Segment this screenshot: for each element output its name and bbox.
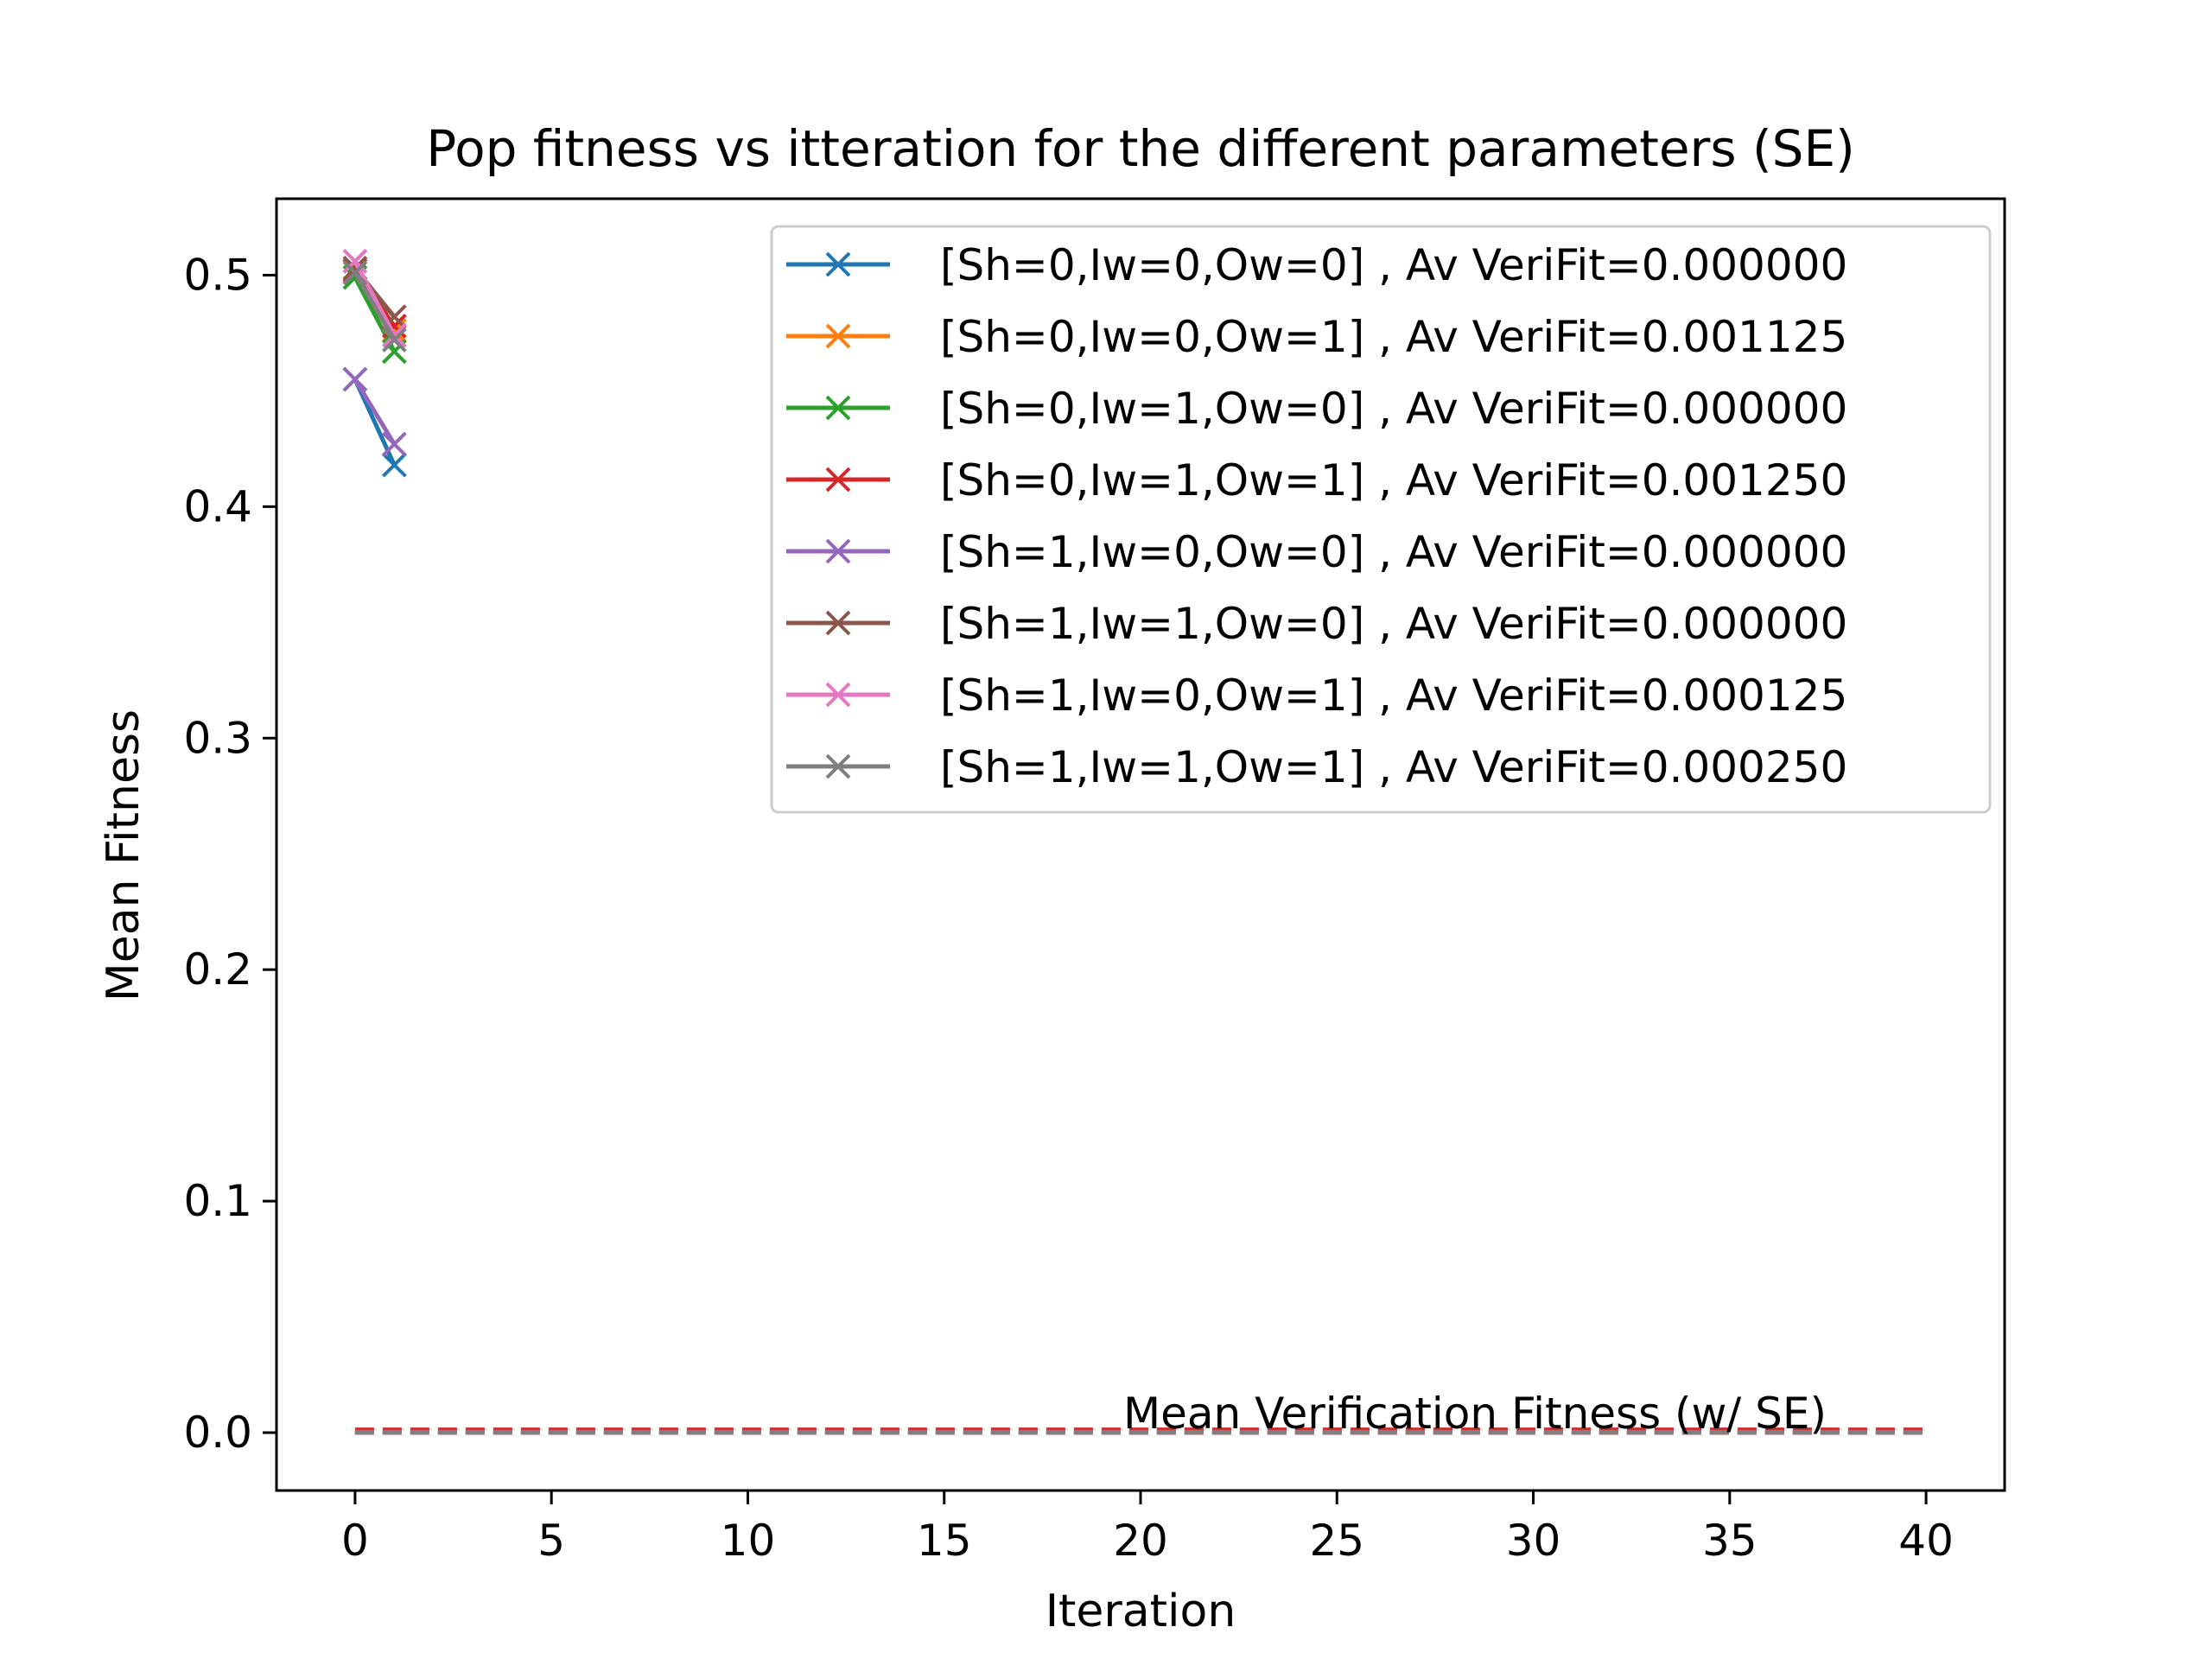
legend-entry-7: [Sh=1,Iw=0,Ow=1] , Av VeriFit=0.000125 (786, 671, 1847, 721)
chart-title: Pop fitness vs itteration for the differ… (426, 119, 1855, 178)
series-8-point-1-stroke-b (342, 260, 368, 286)
legend-label: [Sh=1,Iw=0,Ow=0] , Av VeriFit=0.000000 (940, 527, 1847, 577)
legend: [Sh=0,Iw=0,Ow=0] , Av VeriFit=0.000000 [S… (770, 225, 1992, 814)
y-tick-label: 0.0 (183, 1408, 252, 1458)
y-tick-label: 0.3 (183, 713, 252, 763)
legend-swatch-marker-stroke-b (825, 753, 851, 779)
legend-entry-4: [Sh=0,Iw=1,Ow=1] , Av VeriFit=0.001250 (786, 455, 1847, 505)
legend-label: [Sh=0,Iw=1,Ow=1] , Av VeriFit=0.001250 (940, 455, 1847, 505)
legend-swatch-marker (825, 610, 851, 636)
series-7-point-1-stroke-b (342, 248, 368, 274)
legend-swatch-marker-stroke-b (825, 467, 851, 493)
legend-label: [Sh=0,Iw=0,Ow=1] , Av VeriFit=0.001125 (940, 312, 1847, 362)
legend-swatch-marker-stroke-b (825, 323, 851, 349)
x-tick-label: 5 (537, 1516, 565, 1566)
x-tick-label: 40 (1898, 1516, 1954, 1566)
legend-label: [Sh=1,Iw=0,Ow=1] , Av VeriFit=0.000125 (940, 671, 1847, 721)
y-axis-ticks: 0.0 0.1 0.2 0.3 0.4 0.5 (183, 250, 276, 1458)
series-8-line (353, 271, 397, 341)
x-tick-label: 10 (721, 1516, 776, 1566)
series-5 (342, 366, 407, 457)
y-tick-label: 0.1 (183, 1176, 252, 1226)
legend-label: [Sh=1,Iw=1,Ow=0] , Av VeriFit=0.000000 (940, 599, 1847, 649)
series-6-point-1-stroke-b (342, 255, 368, 281)
legend-swatch-marker-stroke-b (825, 538, 851, 564)
x-tick-label: 30 (1506, 1516, 1561, 1566)
y-tick-label: 0.2 (183, 944, 252, 995)
series-8-point-1 (342, 260, 368, 286)
verification-annotation: Mean Verification Fitness (w/ SE) (1123, 1389, 1827, 1439)
legend-box (770, 225, 1992, 814)
verification-lines (354, 1427, 1927, 1435)
series-5-line (353, 378, 397, 446)
legend-entry-2: [Sh=0,Iw=0,Ow=1] , Av VeriFit=0.001125 (786, 312, 1847, 362)
legend-entry-8: [Sh=1,Iw=1,Ow=1] , Av VeriFit=0.000250 (786, 742, 1847, 792)
legend-label: [Sh=0,Iw=1,Ow=0] , Av VeriFit=0.000000 (940, 384, 1847, 434)
legend-swatch-marker (825, 753, 851, 779)
y-axis-label: Mean Fitness (98, 709, 149, 1001)
legend-label: [Sh=1,Iw=1,Ow=1] , Av VeriFit=0.000250 (940, 742, 1847, 792)
legend-swatch-marker-stroke-b (825, 395, 851, 421)
series-5-point-1-stroke-b (342, 366, 368, 392)
legend-entry-1: [Sh=0,Iw=0,Ow=0] , Av VeriFit=0.000000 (786, 240, 1847, 290)
legend-swatch-marker-stroke-b (825, 251, 851, 277)
legend-swatch-marker-stroke-b (825, 682, 851, 708)
x-axis-ticks: 0 5 10 15 20 25 30 35 40 (341, 1491, 1954, 1566)
series-8 (342, 260, 407, 353)
series-1-point-2-stroke-b (381, 452, 407, 478)
series-1-point-2 (381, 452, 407, 478)
legend-entry-3: [Sh=0,Iw=1,Ow=0] , Av VeriFit=0.000000 (786, 384, 1847, 434)
legend-entry-6: [Sh=1,Iw=1,Ow=0] , Av VeriFit=0.000000 (786, 599, 1847, 649)
series-5-point-1 (342, 366, 368, 392)
x-axis-label: Iteration (1046, 1586, 1236, 1637)
legend-swatch-marker (825, 538, 851, 564)
series-8-point-2-stroke-b (381, 327, 407, 353)
series-8-point-2 (381, 327, 407, 353)
y-tick-label: 0.4 (183, 481, 252, 531)
y-tick-label: 0.5 (183, 250, 252, 300)
legend-label: [Sh=0,Iw=0,Ow=0] , Av VeriFit=0.000000 (940, 240, 1847, 290)
series-5-point-2-stroke-b (381, 431, 407, 457)
x-tick-label: 25 (1309, 1516, 1364, 1566)
series-7-point-2-stroke-b (381, 322, 407, 348)
legend-entry-5: [Sh=1,Iw=0,Ow=0] , Av VeriFit=0.000000 (786, 527, 1847, 577)
legend-swatch-marker (825, 323, 851, 349)
legend-swatch-marker (825, 467, 851, 493)
legend-swatch-marker (825, 251, 851, 277)
x-tick-label: 20 (1113, 1516, 1168, 1566)
series-7 (342, 248, 407, 348)
x-tick-label: 35 (1702, 1516, 1758, 1566)
legend-swatch-marker (825, 682, 851, 708)
legend-swatch-marker (825, 395, 851, 421)
x-tick-label: 15 (917, 1516, 972, 1566)
series-7-line (353, 260, 397, 337)
legend-swatch-marker-stroke-b (825, 610, 851, 636)
series-3-line (353, 276, 397, 353)
series-layer (342, 248, 407, 478)
series-5-point-2 (381, 431, 407, 457)
x-tick-label: 0 (341, 1516, 369, 1566)
series-7-point-1 (342, 248, 368, 274)
